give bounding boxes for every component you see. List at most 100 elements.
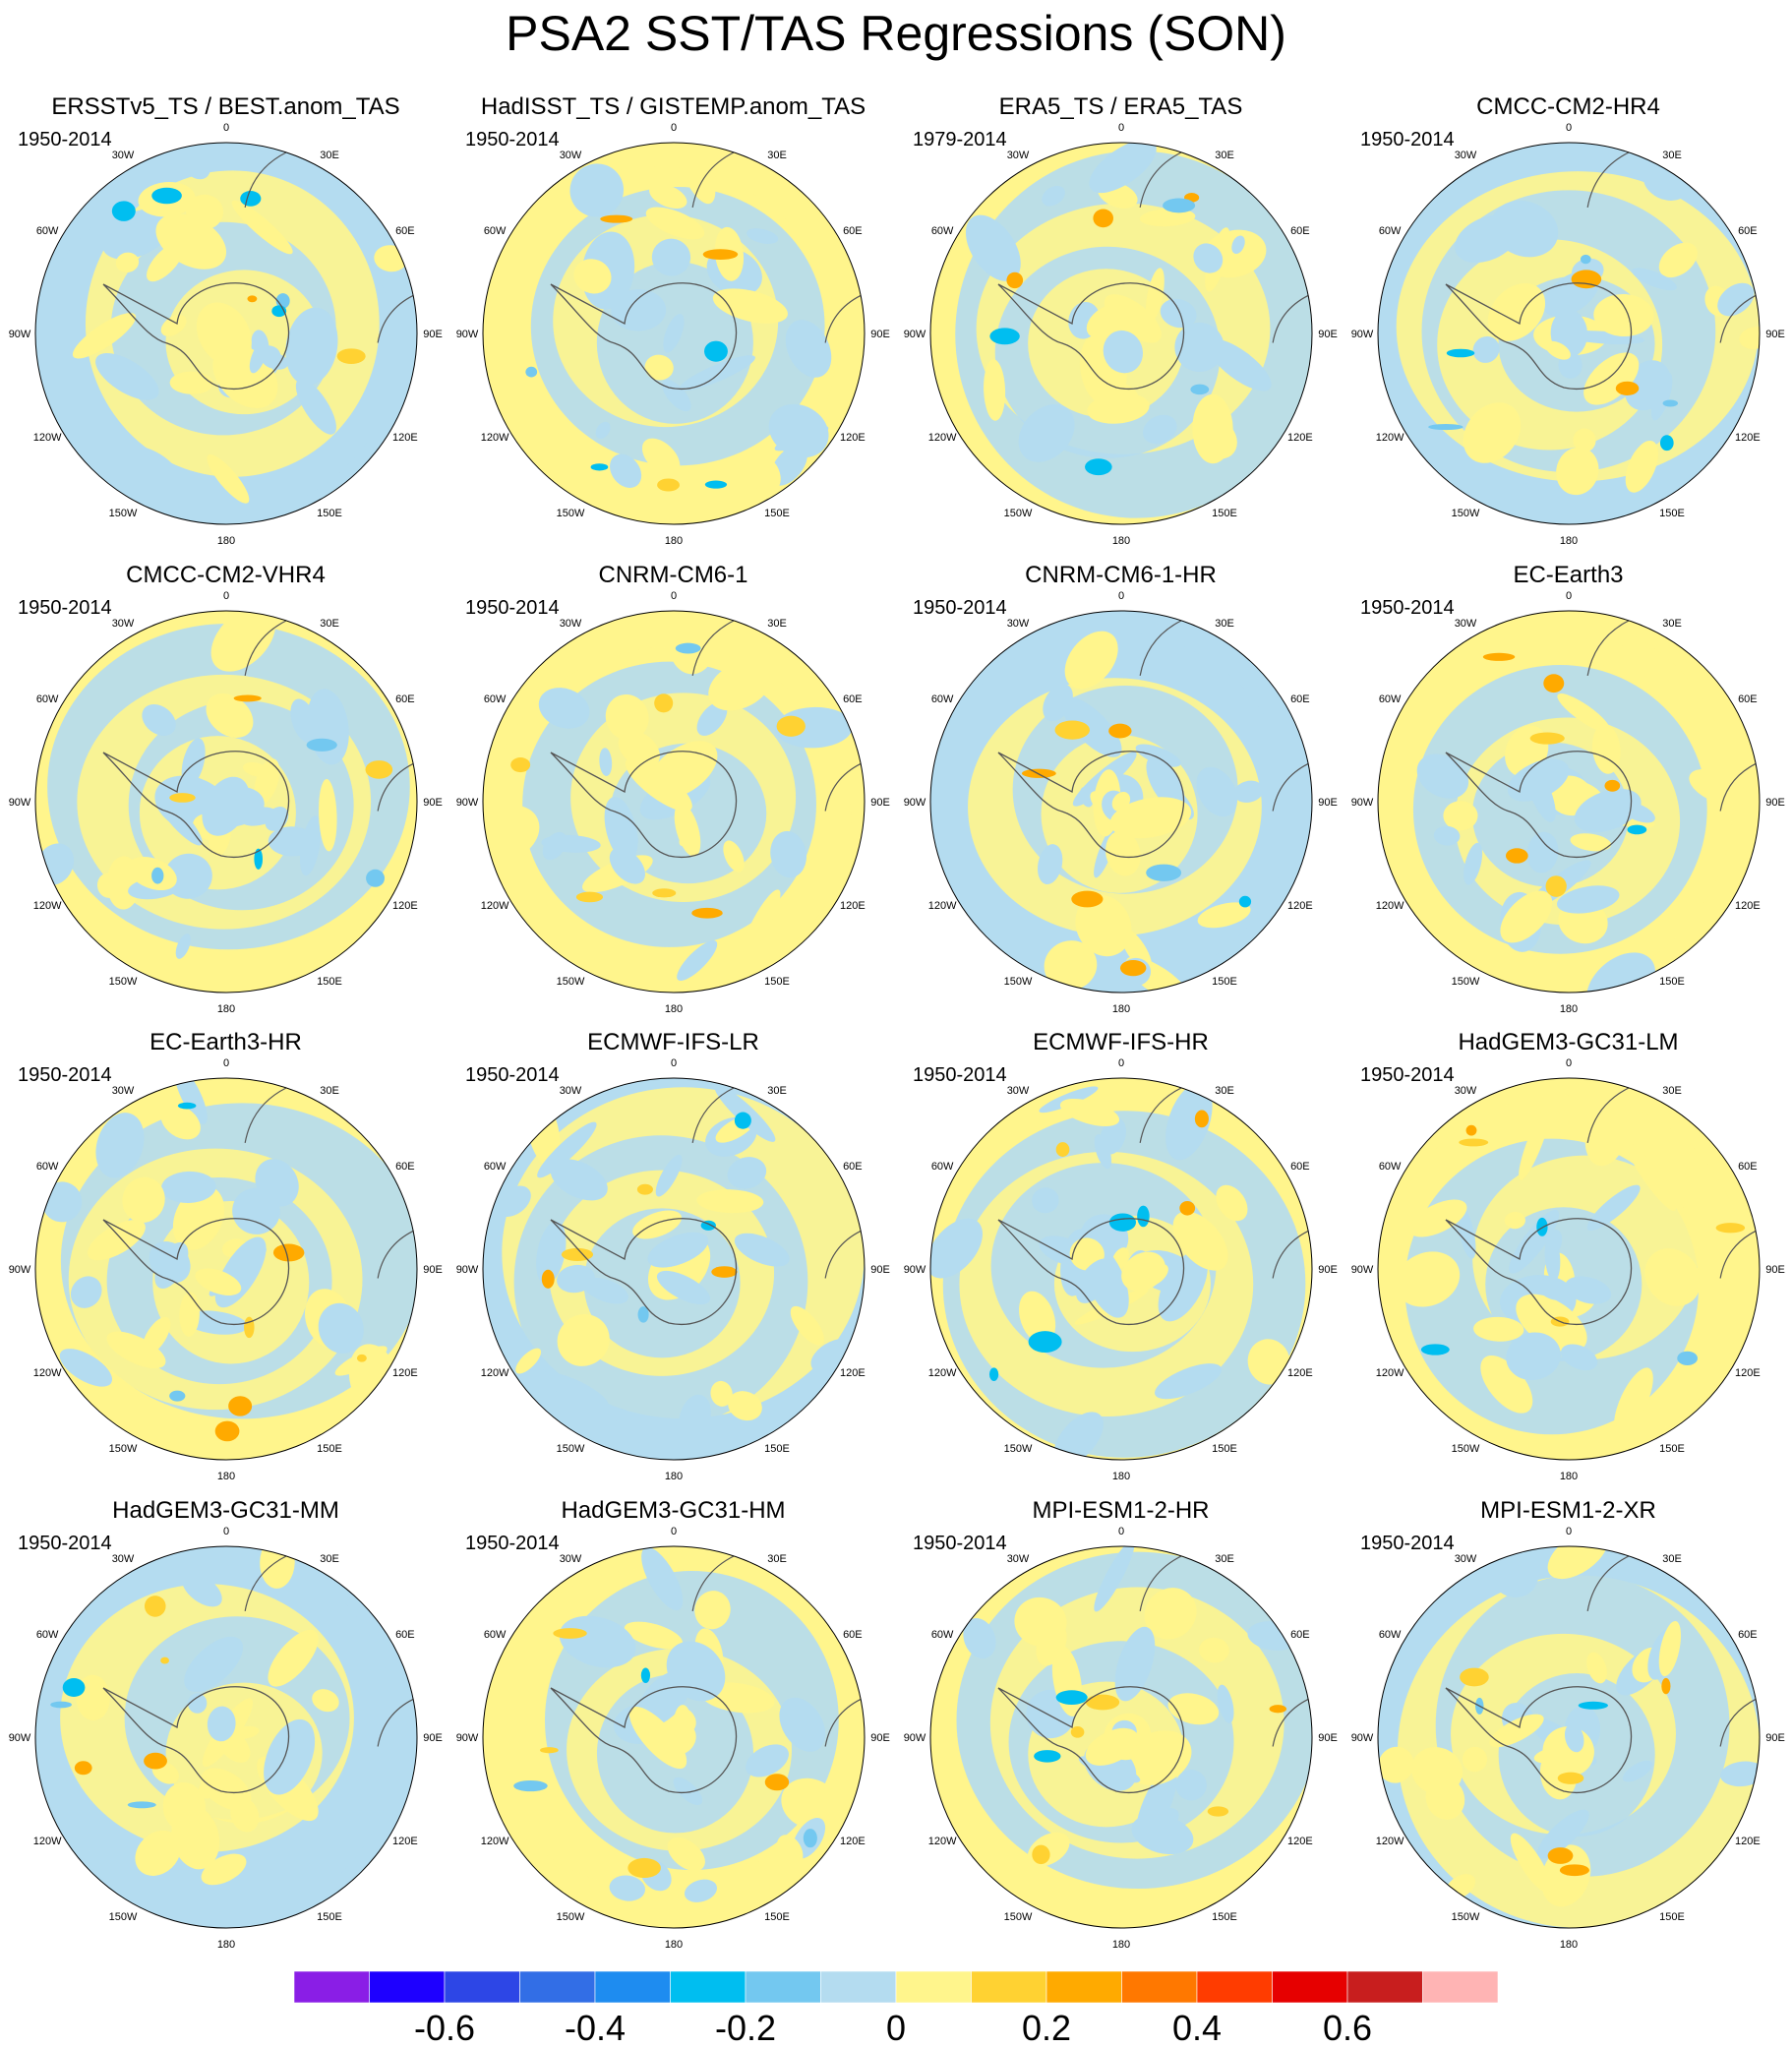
longitude-label: 0 (1118, 1057, 1124, 1069)
longitude-label: 60E (843, 1629, 863, 1641)
polar-map: 0 30E 60E 90E 120E 150E 180 150W 120W 90W 60W 30W (1351, 122, 1785, 547)
longitude-label: 120E (392, 900, 418, 912)
longitude-label: 150W (1452, 508, 1480, 519)
anomaly-field (35, 143, 417, 524)
longitude-label: 120E (840, 1836, 866, 1847)
map-panel: 0 30E 60E 90E 120E 150E 180 150W 120W 90W 60W 30W EC… (1344, 561, 1792, 1028)
longitude-label: 90W (456, 1264, 479, 1276)
longitude-label: 180 (1560, 1003, 1578, 1015)
map-border (929, 1545, 1313, 1929)
longitude-label: 120E (840, 432, 866, 444)
panel-title: ECMWF-IFS-LR (587, 1029, 759, 1055)
panel-period: 1979-2014 (913, 129, 1007, 151)
map-panel: 0 30E 60E 90E 120E 150E 180 150W 120W 90W 60W 30W EC… (897, 1028, 1344, 1495)
longitude-label: 60E (1738, 1161, 1758, 1173)
longitude-label: 90E (1765, 1732, 1785, 1744)
longitude-label: 120W (1376, 432, 1404, 444)
longitude-label: 180 (665, 1471, 683, 1482)
colorbar-swatch (444, 1970, 520, 2004)
anomaly-field (1378, 611, 1760, 993)
longitude-label: 60W (36, 1629, 59, 1641)
longitude-label: 150W (109, 1911, 138, 1923)
panel-period: 1950-2014 (1360, 597, 1455, 619)
longitude-label: 150E (1659, 1443, 1685, 1455)
polar-map: 0 30E 60E 90E 120E 150E 180 150W 120W 90W 60W 30W (456, 1526, 890, 1951)
longitude-label: 60W (931, 1161, 954, 1173)
longitude-label: 30W (1455, 150, 1477, 161)
colorbar-tick-label: 0.6 (1323, 2008, 1372, 2048)
longitude-label: 30W (112, 1553, 135, 1565)
map-border (482, 142, 866, 525)
panel-title: MPI-ESM1-2-HR (1032, 1497, 1210, 1524)
longitude-label: 120E (392, 1836, 418, 1847)
longitude-label: 120E (1735, 432, 1761, 444)
panel-title: HadGEM3-GC31-LM (1458, 1029, 1679, 1055)
colorbar-tick-label: -0.2 (715, 2008, 776, 2048)
longitude-label: 90W (456, 797, 479, 809)
antarctica-coastline (997, 282, 1185, 391)
longitude-label: 90W (904, 1732, 926, 1744)
longitude-label: 180 (217, 1939, 235, 1951)
antarctica-coastline (550, 282, 738, 391)
longitude-label: 120W (33, 1367, 62, 1379)
longitude-label: 60E (1738, 1629, 1758, 1641)
longitude-label: 90W (904, 797, 926, 809)
map-panel: 0 30E 60E 90E 120E 150E 180 150W 120W 90W 60W 30W Ha… (2, 1496, 449, 1963)
longitude-label: 60W (1379, 1161, 1402, 1173)
longitude-label: 60E (395, 1629, 415, 1641)
longitude-label: 30W (1455, 1553, 1477, 1565)
colorbar-tick-label: -0.4 (565, 2008, 626, 2048)
longitude-label: 90W (9, 1264, 31, 1276)
colorbar-swatch (1422, 1970, 1499, 2004)
longitude-label: 90W (1351, 797, 1374, 809)
map-border (929, 1077, 1313, 1461)
panel-title: EC-Earth3 (1513, 562, 1624, 588)
longitude-label: 90W (9, 797, 31, 809)
longitude-label: 90E (870, 329, 890, 340)
colorbar-swatch (1272, 1970, 1348, 2004)
anomaly-field (483, 611, 865, 993)
longitude-label: 60W (36, 693, 59, 705)
longitude-label: 0 (1566, 590, 1572, 602)
longitude-label: 30W (112, 618, 135, 630)
panel-title: HadISST_TS / GISTEMP.anom_TAS (480, 93, 866, 120)
figure-title: PSA2 SST/TAS Regressions (SON) (506, 6, 1286, 61)
longitude-label: 150W (557, 976, 585, 988)
longitude-label: 120E (1735, 900, 1761, 912)
colorbar-tick-label: 0.4 (1172, 2008, 1222, 2048)
longitude-label: 90E (1765, 1264, 1785, 1276)
map-panel: 0 30E 60E 90E 120E 150E 180 150W 120W 90W 60W 30W Ha… (449, 1496, 897, 1963)
longitude-label: 180 (665, 1003, 683, 1015)
map-panel: 0 30E 60E 90E 120E 150E 180 150W 120W 90W 60W 30W CM… (1344, 92, 1792, 560)
longitude-label: 120E (392, 1367, 418, 1379)
longitude-label: 180 (217, 1003, 235, 1015)
colorbar-swatch (519, 1970, 596, 2004)
longitude-label: 30E (1215, 1553, 1234, 1565)
panel-period: 1950-2014 (1360, 1533, 1455, 1554)
longitude-label: 150E (1659, 976, 1685, 988)
polar-map: 0 30E 60E 90E 120E 150E 180 150W 120W 90W 60W 30W (1351, 1526, 1785, 1951)
longitude-label: 120W (928, 900, 957, 912)
longitude-label: 90E (1765, 797, 1785, 809)
longitude-label: 60W (931, 693, 954, 705)
longitude-label: 180 (1560, 1939, 1578, 1951)
colorbar-tick-label: 0.2 (1022, 2008, 1071, 2048)
longitude-label: 0 (671, 122, 677, 134)
longitude-label: 120E (1735, 1367, 1761, 1379)
longitude-label: 150W (109, 508, 138, 519)
longitude-label: 150E (1212, 976, 1237, 988)
map-border (1377, 142, 1761, 525)
longitude-label: 150E (764, 1443, 790, 1455)
longitude-label: 0 (1118, 1526, 1124, 1537)
longitude-label: 150W (109, 976, 138, 988)
anomaly-field (483, 143, 865, 524)
panel-title: HadGEM3-GC31-MM (112, 1497, 339, 1524)
map-border (1377, 1545, 1761, 1929)
longitude-label: 180 (1112, 1003, 1130, 1015)
anomaly-field (1378, 1078, 1760, 1460)
map-border (482, 1545, 866, 1929)
anomaly-field (1378, 143, 1760, 524)
longitude-label: 60E (1738, 225, 1758, 237)
longitude-label: 30E (1662, 618, 1682, 630)
longitude-label: 150E (317, 976, 342, 988)
